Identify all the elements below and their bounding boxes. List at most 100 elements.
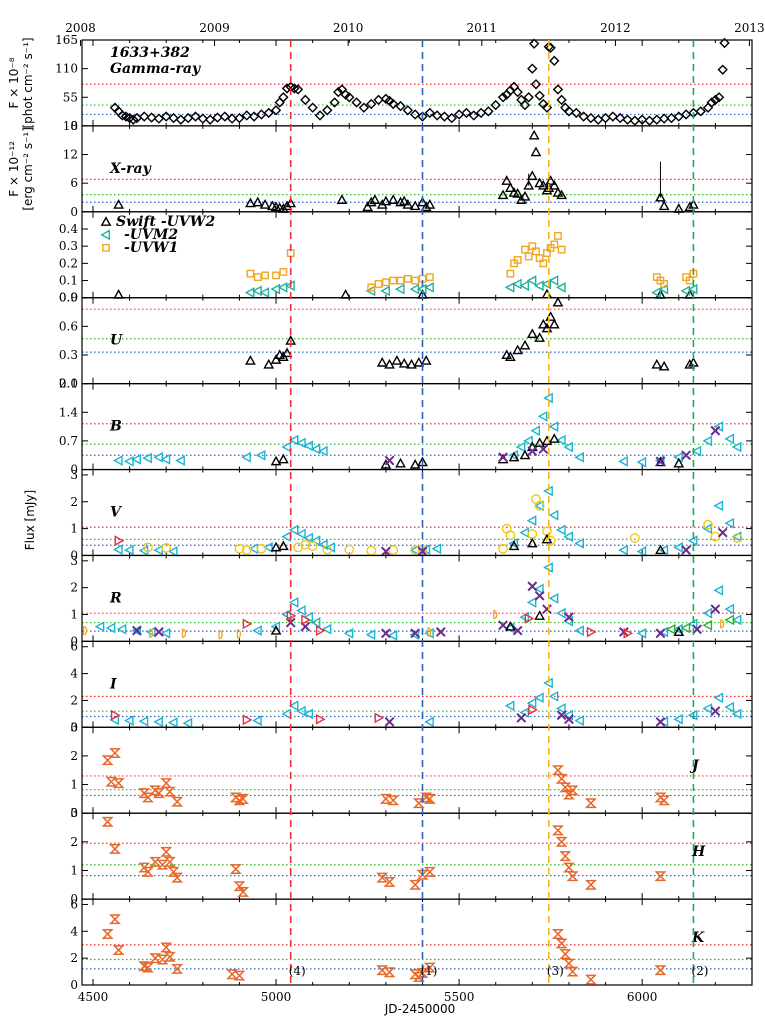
data-point-triangle-left	[548, 509, 559, 521]
data-point-triangle	[420, 201, 432, 212]
data-point-triangle-left	[519, 611, 530, 623]
data-point-cross	[410, 628, 421, 639]
data-point-triangle	[508, 451, 520, 462]
data-point-triangle-left	[153, 451, 163, 463]
data-point-triangle-left	[731, 708, 742, 720]
data-point-diamond	[263, 107, 274, 119]
data-point-square	[102, 243, 110, 252]
data-point-triangle-left	[244, 287, 255, 298]
data-point-triangle-left	[534, 692, 544, 704]
data-point-triangle-left	[534, 280, 544, 292]
data-point-hourglass	[566, 966, 579, 977]
data-point-square	[279, 268, 288, 276]
panel-frame	[81, 468, 753, 557]
data-point-triangle-left	[105, 622, 116, 634]
data-point-diamond	[585, 112, 597, 124]
data-point-diamond	[300, 94, 311, 106]
data-point-triangle-left	[563, 441, 573, 453]
legend-entry: Swift -UVW2	[116, 214, 215, 230]
data-point-triangle	[556, 189, 568, 200]
data-point-triangle-left	[317, 445, 328, 457]
data-point-triangle-left	[512, 278, 522, 290]
data-point-triangle	[548, 179, 560, 190]
data-point-triangle-left	[636, 456, 647, 468]
data-point-triangle-left	[563, 531, 573, 543]
panel-y-label: F × 10⁻¹²	[7, 141, 21, 197]
data-point-cross	[498, 620, 508, 631]
data-point-triangle	[270, 354, 282, 364]
data-point-circle	[527, 529, 538, 539]
event-marker-label: (1)	[420, 964, 437, 978]
y-tick-label: 0	[70, 205, 78, 219]
data-point-diamond	[270, 105, 282, 116]
data-point-triangle	[526, 170, 538, 181]
data-point-d	[493, 609, 498, 620]
data-point-triangle-left	[680, 622, 691, 634]
data-point-hourglass	[226, 969, 239, 980]
data-point-cross	[564, 714, 574, 725]
data-point-diamond	[710, 94, 721, 106]
data-point-square	[660, 280, 669, 288]
data-point-triangle-left	[665, 623, 676, 635]
series-black	[270, 610, 685, 637]
y-tick-label: 3	[70, 720, 78, 734]
data-point-triangle	[504, 182, 516, 193]
data-point-triangle-left	[702, 703, 713, 714]
data-point-diamond	[622, 114, 633, 125]
y-tick-label: 0.0	[59, 291, 78, 305]
y-axis-title-common: Flux [mJy]	[23, 490, 37, 550]
data-point-triangle-left	[651, 287, 661, 298]
data-point-triangle-left	[431, 543, 442, 555]
data-point-triangle-left	[724, 701, 735, 713]
data-point-triangle-left	[153, 716, 163, 728]
data-point-triangle-left	[94, 621, 105, 632]
data-point-cross	[153, 627, 164, 637]
data-point-triangle	[402, 199, 414, 209]
data-point-hourglass	[141, 866, 154, 877]
y-tick-label: 4	[70, 667, 78, 681]
data-point-triangle-right	[242, 618, 253, 630]
data-point-diamond	[329, 97, 340, 108]
data-point-triangle	[519, 449, 531, 460]
data-point-diamond	[344, 92, 355, 103]
data-point-triangle	[406, 358, 417, 369]
data-point-triangle	[376, 356, 388, 367]
series-nir	[101, 816, 667, 897]
data-point-triangle-right	[528, 704, 538, 716]
data-point-triangle	[519, 339, 531, 350]
data-point-triangle	[673, 457, 685, 468]
data-point-hourglass	[562, 789, 575, 800]
data-point-triangle-left	[548, 593, 559, 604]
data-point-triangle-right	[114, 535, 125, 547]
data-point-diamond	[527, 63, 538, 74]
data-point-triangle-left	[281, 609, 292, 620]
data-point-square	[425, 273, 434, 282]
data-point-square	[403, 274, 412, 283]
data-point-circle	[629, 533, 640, 543]
data-point-diamond	[717, 64, 728, 75]
data-point-diamond	[713, 92, 725, 103]
data-point-cross	[132, 625, 142, 636]
data-point-hourglass	[171, 872, 184, 883]
data-point-diamond	[505, 85, 516, 96]
data-point-diamond	[530, 79, 542, 90]
data-point-hourglass	[559, 782, 572, 793]
data-point-triangle	[281, 347, 293, 358]
data-point-triangle-left	[123, 544, 134, 556]
data-point-square	[389, 276, 398, 285]
data-point-triangle-left	[548, 421, 559, 432]
data-point-cross	[417, 546, 428, 557]
data-point-triangle-left	[519, 527, 530, 539]
data-point-diamond	[658, 113, 670, 124]
data-point-triangle-left	[504, 282, 515, 293]
data-point-diamond	[128, 114, 139, 125]
y-tick-label: 1	[70, 608, 78, 622]
data-point-diamond	[161, 111, 172, 122]
data-point-circle	[143, 542, 153, 553]
data-point-square	[524, 252, 533, 261]
data-point-triangle-left	[530, 425, 541, 437]
data-point-triangle	[504, 620, 516, 631]
data-point-diamond	[204, 114, 216, 125]
data-point-cross	[498, 452, 508, 463]
data-point-triangle-left	[555, 282, 566, 293]
